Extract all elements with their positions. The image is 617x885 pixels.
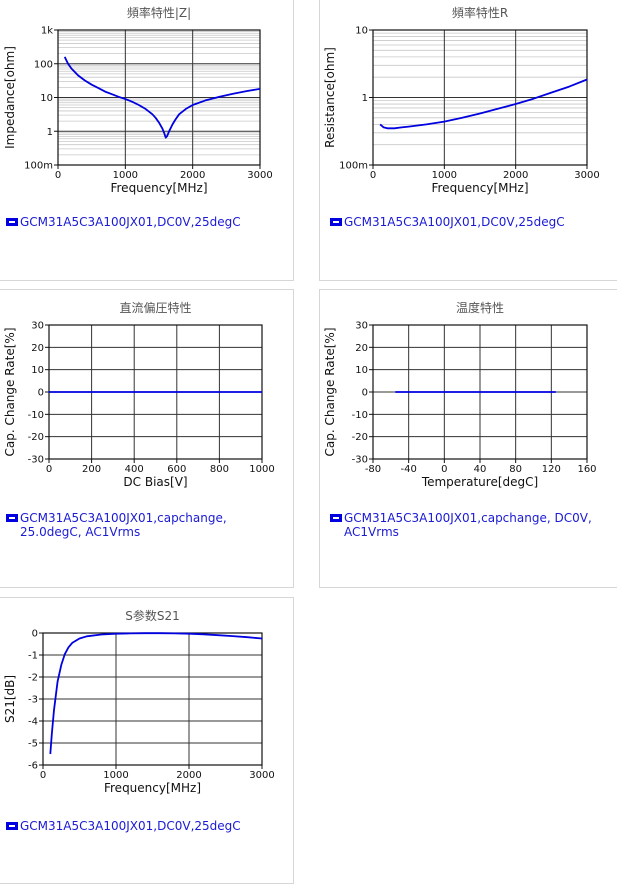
chart-impedance: 頻率特性|Z| 100m 1 10 100 1k 0 1000 2000 3000 Frequenc…: [3, 5, 273, 195]
x-axis-label: Temperature[degC]: [421, 475, 538, 489]
y-tick-label: -5: [28, 739, 38, 750]
y-tick-label: 1: [362, 93, 368, 104]
legend-label: GCM31A5C3A100JX01,DC0V,25degC: [20, 819, 241, 833]
y-tick-label: -10: [352, 410, 368, 421]
legend-s21[interactable]: GCM31A5C3A100JX01,DC0V,25degC: [6, 819, 241, 833]
series-line: [63, 56, 261, 139]
legend-label: GCM31A5C3A100JX01,DC0V,25degC: [344, 215, 565, 229]
chart-temperature: 温度特性 -30 -20 -10 0 10 20 30 -80 -40 0 40 80 120 160 Tem…: [323, 300, 597, 489]
y-tick-label: 10: [355, 26, 368, 37]
y-axis-label: S21[dB]: [3, 675, 17, 723]
x-tick-label: 3000: [574, 170, 599, 181]
legend-swatch-icon: [6, 514, 18, 522]
x-tick-label: 800: [210, 464, 229, 475]
y-axis-label: Cap. Change Rate[%]: [3, 327, 17, 456]
x-tick-label: -80: [365, 464, 381, 475]
legend-label: GCM31A5C3A100JX01,capchange, 25.0degC, A…: [20, 511, 227, 539]
x-axis-label: Frequency[MHz]: [431, 181, 528, 195]
y-tick-label: 30: [31, 321, 44, 332]
y-axis-label: Impedance[ohm]: [3, 46, 17, 149]
legend-swatch-icon: [6, 218, 18, 226]
y-tick-label: 10: [31, 365, 44, 376]
y-tick-label: 100: [34, 59, 53, 70]
x-axis-label: Frequency[MHz]: [104, 781, 201, 795]
legend-temperature[interactable]: GCM31A5C3A100JX01,capchange, DC0V, AC1Vr…: [330, 511, 592, 539]
chart-title: S参数S21: [125, 608, 180, 623]
x-tick-label: 0: [46, 464, 52, 475]
chart-title: 頻率特性|Z|: [127, 5, 191, 20]
x-axis-label: Frequency[MHz]: [110, 181, 207, 195]
y-tick-label: -10: [28, 410, 44, 421]
series-line: [49, 632, 263, 755]
x-tick-label: 600: [167, 464, 186, 475]
x-tick-label: 0: [40, 770, 46, 781]
y-tick-label: 30: [355, 321, 368, 332]
x-tick-label: 160: [577, 464, 596, 475]
y-tick-label: 10: [40, 93, 53, 104]
x-tick-label: -40: [400, 464, 416, 475]
x-tick-label: 1000: [103, 770, 128, 781]
y-tick-label: 20: [355, 343, 368, 354]
x-tick-label: 1000: [432, 170, 457, 181]
x-tick-label: 3000: [249, 770, 274, 781]
x-tick-label: 3000: [247, 170, 272, 181]
chart-resistance: 頻率特性R 100m 1 10 0 1000 2000 3000 Frequency[MHz] R…: [323, 5, 600, 195]
chart-dc-bias: 直流偏圧特性 -30 -20 -10 0 10 20 30 0 200 400 600 800 1000 D…: [3, 300, 275, 489]
chart-panel-resistance: 頻率特性R 100m 1 10 0 1000 2000 3000 Frequency[MHz] R…: [319, 0, 617, 281]
x-tick-label: 80: [509, 464, 522, 475]
y-tick-label: 1: [47, 127, 53, 138]
y-tick-label: -20: [352, 432, 368, 443]
y-tick-label: -2: [28, 673, 38, 684]
y-tick-label: -4: [28, 717, 38, 728]
chart-panel-dc-bias: 直流偏圧特性 -30 -20 -10 0 10 20 30 0 200 400 600 800 1000 D…: [0, 289, 294, 588]
chart-s21: S参数S21 -6 -5 -4 -3 -2 -1 0 0 1000 2000 3000 Frequenc…: [3, 608, 275, 795]
x-tick-label: 2000: [176, 770, 201, 781]
x-axis-label: DC Bias[V]: [123, 475, 187, 489]
y-axis-label: Resistance[ohm]: [323, 47, 337, 148]
x-tick-label: 2000: [503, 170, 528, 181]
chart-panel-s21: S参数S21 -6 -5 -4 -3 -2 -1 0 0 1000 2000 3000 Frequenc…: [0, 597, 294, 884]
y-tick-label: -3: [28, 695, 38, 706]
x-tick-label: 1000: [113, 170, 138, 181]
y-tick-label: 100m: [24, 161, 53, 172]
x-tick-label: 1000: [249, 464, 274, 475]
chart-title: 直流偏圧特性: [119, 300, 191, 315]
y-tick-label: 0: [32, 629, 38, 640]
chart-title: 温度特性: [456, 300, 504, 315]
y-tick-label: 100m: [339, 161, 368, 172]
x-tick-label: 40: [474, 464, 487, 475]
y-tick-label: -1: [28, 651, 38, 662]
y-tick-label: -6: [28, 761, 38, 772]
y-tick-label: 20: [31, 343, 44, 354]
legend-dc-bias[interactable]: GCM31A5C3A100JX01,capchange, 25.0degC, A…: [6, 511, 227, 539]
legend-swatch-icon: [330, 514, 342, 522]
y-tick-label: 10: [355, 365, 368, 376]
x-tick-label: 0: [441, 464, 447, 475]
x-tick-label: 120: [542, 464, 561, 475]
y-tick-label: 0: [362, 388, 368, 399]
y-tick-label: -30: [352, 455, 368, 466]
x-tick-label: 2000: [180, 170, 205, 181]
x-tick-label: 0: [370, 170, 376, 181]
x-tick-label: 400: [125, 464, 144, 475]
chart-panel-impedance: 頻率特性|Z| 100m 1 10 100 1k 0 1000 2000 3000 Frequenc…: [0, 0, 294, 281]
x-tick-label: 200: [82, 464, 101, 475]
y-tick-label: -30: [28, 455, 44, 466]
series-line: [379, 78, 588, 130]
chart-title: 頻率特性R: [452, 5, 508, 20]
legend-label: GCM31A5C3A100JX01,DC0V,25degC: [20, 215, 241, 229]
y-tick-label: 0: [38, 388, 44, 399]
legend-swatch-icon: [6, 822, 18, 830]
legend-resistance[interactable]: GCM31A5C3A100JX01,DC0V,25degC: [330, 215, 565, 229]
x-tick-label: 0: [55, 170, 61, 181]
y-tick-label: -20: [28, 432, 44, 443]
y-tick-label: 1k: [41, 26, 53, 37]
legend-impedance[interactable]: GCM31A5C3A100JX01,DC0V,25degC: [6, 215, 241, 229]
legend-swatch-icon: [330, 218, 342, 226]
legend-label: GCM31A5C3A100JX01,capchange, DC0V, AC1Vr…: [344, 511, 592, 539]
y-axis-label: Cap. Change Rate[%]: [323, 327, 337, 456]
chart-panel-temperature: 温度特性 -30 -20 -10 0 10 20 30 -80 -40 0 40 80 120 160 Tem…: [319, 289, 617, 588]
